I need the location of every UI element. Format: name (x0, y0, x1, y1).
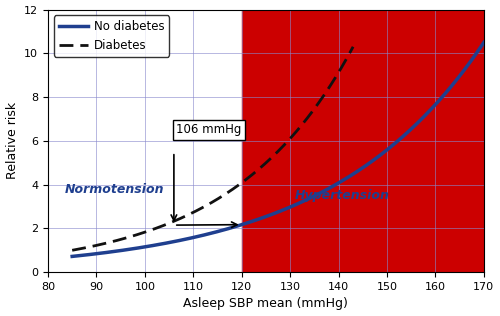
X-axis label: Asleep SBP mean (mmHg): Asleep SBP mean (mmHg) (184, 297, 348, 310)
Text: Normotension: Normotension (65, 183, 164, 196)
Bar (242, 9, 484, 272)
Y-axis label: Relative risk: Relative risk (6, 102, 18, 179)
Legend: No diabetes, Diabetes: No diabetes, Diabetes (54, 15, 170, 57)
Text: 106 mmHg: 106 mmHg (176, 124, 242, 137)
Text: Hypertension: Hypertension (295, 189, 390, 202)
